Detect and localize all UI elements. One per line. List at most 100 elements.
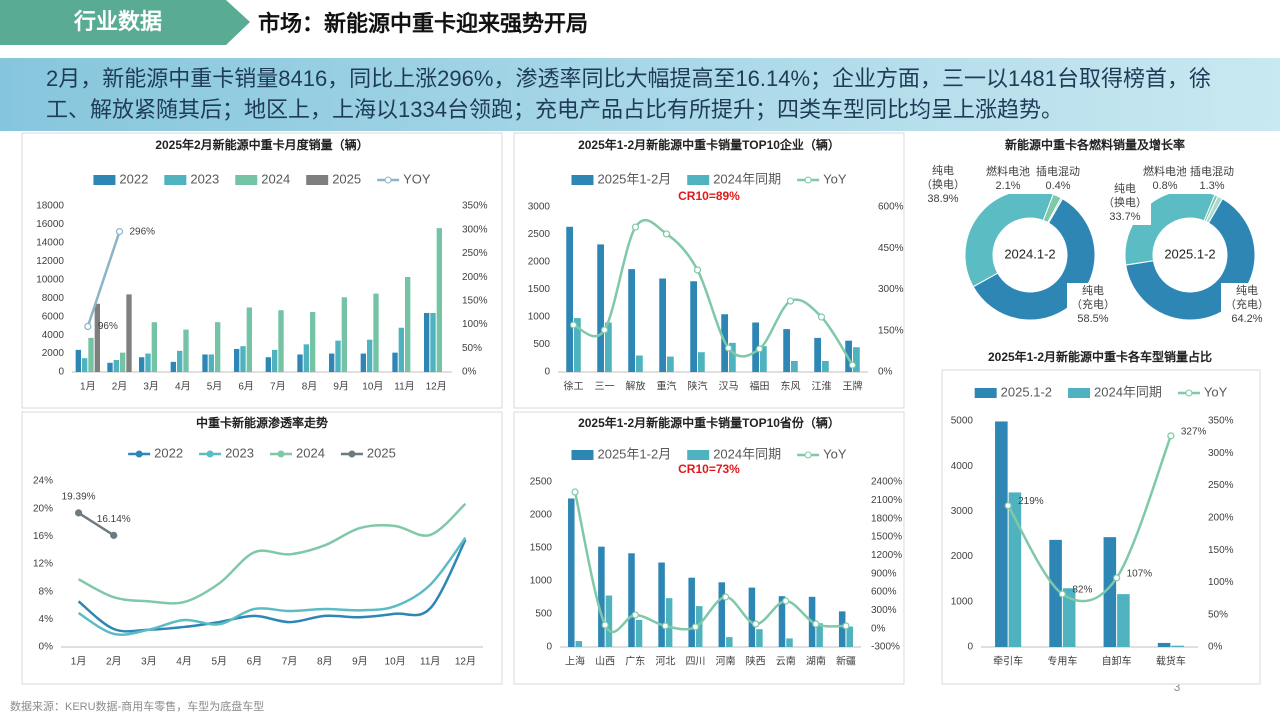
donut-center-label: 2025.1-2 <box>1164 246 1215 261</box>
y-tick-label: 1500 <box>530 543 553 554</box>
y-tick-label: 1000 <box>530 576 553 587</box>
bar <box>240 346 246 372</box>
legend-swatch <box>277 450 285 458</box>
bar <box>183 329 189 372</box>
bar <box>1157 642 1171 647</box>
line <box>573 491 847 634</box>
y2-tick-label: 900% <box>871 568 897 579</box>
legend-swatch <box>206 450 214 458</box>
bar <box>718 582 726 647</box>
donut-slice <box>972 198 1096 321</box>
legend-item: 2025 <box>340 445 396 460</box>
x-tick-label: 3月 <box>143 381 159 393</box>
bar <box>846 626 853 647</box>
donut-center-label: 2024.1-2 <box>1004 246 1055 261</box>
slice-label: 纯电（充电） 64.2% <box>1221 283 1273 327</box>
value-label: 327% <box>1181 426 1207 437</box>
x-tick-label: 王牌 <box>843 380 863 393</box>
legend-item: 2024 <box>235 171 290 186</box>
y-tick-label: 0% <box>39 642 54 653</box>
bar <box>392 352 398 372</box>
bar <box>814 337 821 372</box>
marker <box>631 223 640 231</box>
legend-item: 2025年1-2月 <box>571 171 671 186</box>
slice-name: 燃料电池 <box>1143 166 1187 178</box>
bar <box>145 353 151 372</box>
marker <box>84 322 92 331</box>
marker <box>724 344 733 352</box>
x-tick-label: 新疆 <box>836 655 856 668</box>
bar <box>367 339 373 372</box>
annotation: CR10=89% <box>678 189 740 203</box>
legend-swatch <box>306 175 329 185</box>
y2-tick-label: 1800% <box>871 513 902 524</box>
bar <box>748 587 756 647</box>
chart-title: 新能源中重卡各燃料销量及增长率 <box>1005 137 1185 152</box>
legend-swatch <box>974 388 997 398</box>
legend-item: 2025.1-2 <box>974 384 1052 399</box>
y2-tick-label: 450% <box>878 243 904 254</box>
bar <box>695 606 703 647</box>
y2-tick-label: 50% <box>1208 609 1228 620</box>
legend-label: 2024年同期 <box>713 446 781 461</box>
line <box>1007 435 1173 603</box>
slice-name: 纯电（充电） <box>1225 285 1269 311</box>
legend-item: YoY <box>797 171 847 186</box>
legend-swatch <box>348 450 356 458</box>
marker <box>631 611 639 619</box>
marker <box>721 593 730 601</box>
marker <box>571 488 579 496</box>
x-tick-label: 12月 <box>426 381 447 393</box>
bar <box>838 611 846 647</box>
bar <box>215 322 221 372</box>
marker <box>110 531 118 539</box>
y-tick-label: 20% <box>33 503 53 514</box>
bar <box>628 553 635 647</box>
marker <box>661 622 669 630</box>
bar <box>1103 537 1117 647</box>
legend-item: 2025年1-2月 <box>571 446 671 461</box>
y-tick-label: 4% <box>39 614 54 625</box>
bar <box>665 598 673 647</box>
y2-tick-label: 350% <box>462 201 488 212</box>
bar <box>139 357 145 372</box>
slice-value: 0.4% <box>1045 180 1071 192</box>
bar <box>575 641 583 647</box>
marker <box>601 621 609 629</box>
bar <box>202 354 208 372</box>
source: 数据来源：KERU数据-商用车零售，车型为底盘车型 <box>10 699 264 713</box>
bar <box>636 355 643 372</box>
x-tick-label: 5月 <box>211 656 227 668</box>
y-tick-label: 0 <box>967 642 973 653</box>
bar <box>170 361 176 372</box>
y-tick-label: 8000 <box>42 293 65 304</box>
y2-tick-label: 150% <box>1208 545 1234 556</box>
y2-tick-label: 150% <box>462 295 488 306</box>
y-tick-label: 2000 <box>951 551 974 562</box>
slice-name: 纯电（充电） <box>1071 285 1115 311</box>
bar <box>995 421 1008 647</box>
bar <box>303 344 309 372</box>
legend-swatch <box>1185 389 1193 397</box>
y-tick-label: 3000 <box>528 202 551 213</box>
line <box>572 219 854 366</box>
bar <box>816 623 823 647</box>
legend-swatch <box>687 175 710 185</box>
y2-tick-label: 350% <box>1208 416 1234 427</box>
y-tick-label: 14000 <box>36 238 64 249</box>
bar <box>635 619 643 647</box>
bar <box>783 329 790 372</box>
y-tick-label: 4000 <box>42 330 65 341</box>
x-tick-label: 9月 <box>333 381 349 393</box>
legend-label: 2025年1-2月 <box>597 171 671 186</box>
x-tick-label: 6月 <box>238 381 254 393</box>
slice-label: 插电混动 0.4% <box>1032 164 1084 194</box>
line <box>78 502 467 605</box>
x-tick-label: 2月 <box>106 656 122 668</box>
bar <box>658 562 665 647</box>
legend-item: YOY <box>377 171 431 186</box>
y2-tick-label: 200% <box>462 272 488 283</box>
bar <box>729 342 736 372</box>
bar <box>405 277 411 372</box>
legend-item: 2025 <box>306 171 361 186</box>
